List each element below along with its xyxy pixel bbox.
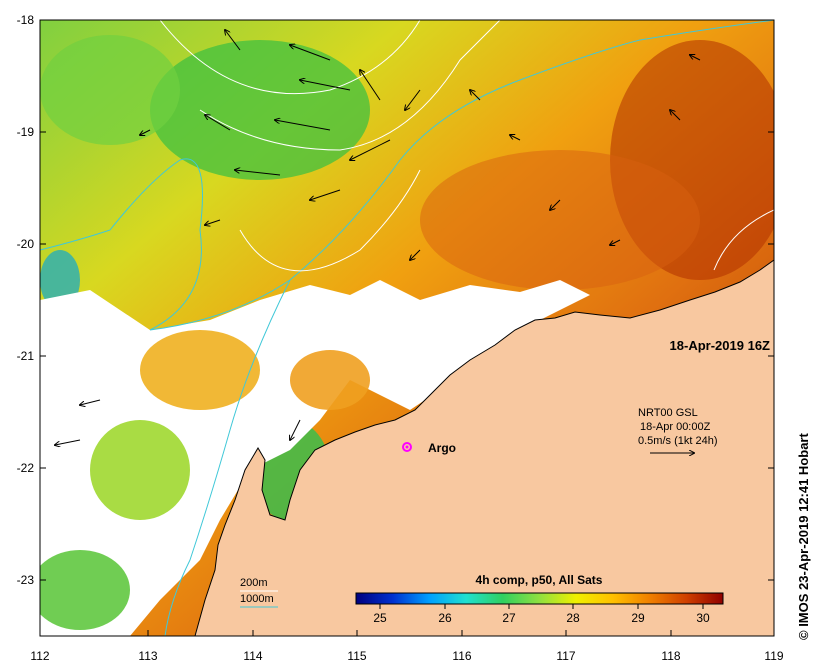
x-tick-label: 118 (661, 649, 680, 663)
isobath-1000-label: 1000m (240, 593, 274, 605)
colorbar-tick-label: 28 (566, 611, 580, 625)
sst-cool-patch (40, 550, 130, 630)
x-tick-label: 113 (138, 649, 157, 663)
x-tick-label: 115 (347, 649, 366, 663)
current-source: NRT00 GSL (638, 407, 698, 419)
isobath-1000m (40, 20, 774, 636)
sst-warm-patch (290, 350, 370, 410)
isobath-200m (159, 20, 774, 272)
current-arrow (205, 219, 221, 225)
x-tick-label: 117 (556, 649, 575, 663)
x-tick-label: 114 (243, 649, 262, 663)
current-arrow (80, 399, 101, 405)
argo-marker[interactable] (402, 442, 412, 452)
isobath-legend: 200m 1000m (240, 577, 278, 608)
sst-cool-patch (40, 35, 180, 145)
current-arrow (360, 70, 381, 101)
current-arrow (610, 239, 621, 245)
colorbar-tick-label: 25 (373, 611, 387, 625)
current-arrow (470, 90, 481, 101)
current-arrow (690, 55, 701, 61)
sst-cool-patch (150, 40, 370, 180)
current-arrow (300, 80, 351, 91)
colorbar-tick-label: 26 (438, 611, 452, 625)
current-time: 18-Apr 00:00Z (640, 421, 711, 433)
current-arrow (205, 115, 231, 131)
map-timestamp-title: 18-Apr-2019 16Z (670, 338, 770, 353)
y-axis: -18 -19 -20 -21 -22 -23 (17, 13, 774, 587)
y-tick-label: -21 (17, 349, 35, 363)
colorbar: 4h comp, p50, All Sats 25 26 27 28 29 30 (355, 573, 724, 625)
argo-label: Argo (428, 441, 456, 455)
current-arrow (275, 120, 331, 131)
current-arrow (670, 110, 681, 121)
current-arrow (350, 139, 391, 160)
isobath-200-label: 200m (240, 577, 268, 589)
y-tick-label: -18 (17, 13, 35, 27)
argo-marker-dot (405, 445, 409, 449)
coastline (194, 259, 774, 636)
current-arrow (510, 135, 521, 141)
current-arrow (290, 419, 301, 440)
imos-credit: © IMOS 23-Apr-2019 12:41 Hobart (796, 433, 811, 640)
sst-warm-patch (140, 330, 260, 410)
colorbar-gradient (355, 592, 724, 605)
current-arrow (225, 30, 241, 51)
y-tick-label: -19 (17, 125, 35, 139)
colorbar-tick-label: 27 (502, 611, 516, 625)
current-arrow (235, 170, 281, 176)
current-arrow (405, 89, 421, 110)
x-tick-label: 119 (764, 649, 783, 663)
x-tick-label: 116 (452, 649, 471, 663)
current-arrow (550, 199, 561, 210)
sst-cool-patch (90, 420, 190, 520)
y-tick-label: -23 (17, 573, 35, 587)
colorbar-tick-label: 30 (696, 611, 710, 625)
plot-frame (39, 19, 775, 637)
y-tick-label: -22 (17, 461, 35, 475)
y-tick-label: -20 (17, 237, 35, 251)
current-arrow (55, 439, 81, 445)
plot-area (40, 20, 774, 636)
colorbar-tick-label: 29 (631, 611, 645, 625)
current-info-box: NRT00 GSL 18-Apr 00:00Z 0.5m/s (1kt 24h) (638, 407, 717, 453)
x-tick-label: 112 (30, 649, 49, 663)
current-scale-label: 0.5m/s (1kt 24h) (638, 435, 717, 447)
x-axis: 112 113 114 115 116 117 118 119 (30, 630, 784, 663)
current-vectors (55, 30, 701, 445)
colorbar-title: 4h comp, p50, All Sats (476, 573, 603, 587)
sst-warm-patch (420, 150, 700, 290)
land (195, 260, 774, 636)
current-arrow (310, 189, 341, 200)
current-arrow (290, 45, 331, 61)
current-arrow (410, 249, 421, 260)
current-arrow (140, 129, 151, 135)
